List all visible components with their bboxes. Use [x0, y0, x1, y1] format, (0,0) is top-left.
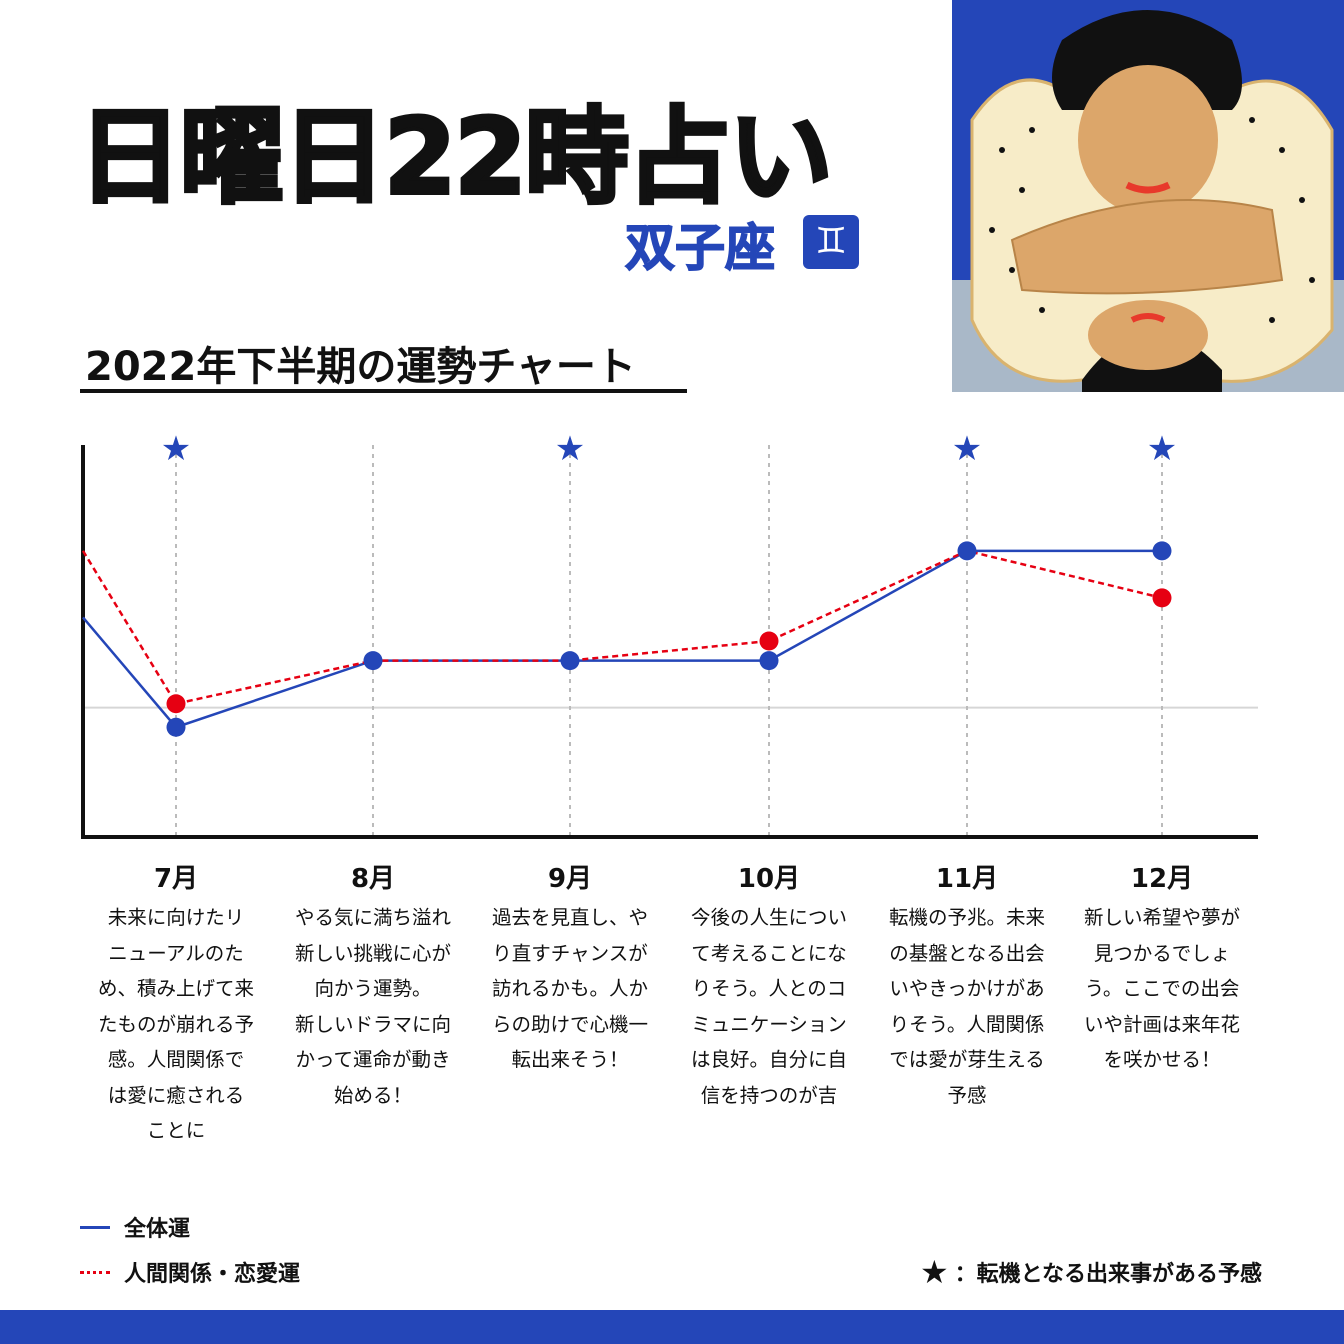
data-point-overall	[363, 651, 383, 671]
data-point-overall	[560, 651, 580, 671]
month-description: 過去を見直し、や り直すチャンスが 訪れるかも。人か らの助けで心機一 転出来そ…	[491, 906, 648, 1071]
legend-solid-line-icon	[80, 1225, 110, 1229]
legend-label: 全体運	[124, 1217, 191, 1242]
month-description: 未来に向けたリ ニューアルのた め、積み上げて来 たものが崩れる予 感。人間関係…	[97, 906, 254, 1142]
month-label: 7月	[153, 864, 199, 894]
series-line-0	[82, 549, 1162, 729]
star-note-text: ：転機となる出来事がある予感	[954, 1262, 1262, 1287]
data-point-overall	[759, 651, 779, 671]
section-underline	[80, 389, 687, 393]
footer-bar	[0, 1310, 1344, 1344]
zodiac-sign: 双子座	[624, 218, 776, 278]
data-point-overall	[957, 541, 977, 561]
month-label: 12月	[1130, 864, 1194, 894]
month-label: 10月	[737, 864, 801, 894]
legend-item-relationship: 人間関係・恋愛運	[80, 1256, 300, 1288]
turning-point-star-icon: ★	[952, 429, 982, 469]
illustration-woman	[952, 0, 1344, 392]
month-label: 8月	[350, 864, 396, 894]
star-icon: ★	[919, 1253, 949, 1291]
gemini-symbol-icon: ♊	[803, 215, 859, 269]
series-line-1	[81, 549, 1163, 706]
data-point-relationship	[1152, 588, 1172, 608]
page-title: 日曜日22時占い	[76, 94, 835, 220]
data-point-overall	[1152, 541, 1172, 561]
data-point-relationship	[166, 694, 186, 714]
star-note: ★ ：転機となる出来事がある予感	[920, 1253, 1262, 1291]
legend-item-overall: 全体運	[80, 1211, 190, 1243]
month-label: 11月	[935, 864, 999, 894]
legend-dashed-line-icon	[80, 1270, 110, 1274]
month-description: 今後の人生につい て考えることにな りそう。人とのコ ミュニケーション は良好。…	[690, 906, 847, 1107]
data-point-overall	[166, 717, 186, 737]
month-label: 9月	[547, 864, 593, 894]
section-title: 2022年下半期の運勢チャート	[85, 344, 636, 390]
month-description: 転機の予兆。未来 の基盤となる出会 いやきっかけがあ りそう。人間関係 では愛が…	[888, 906, 1045, 1107]
month-description: 新しい希望や夢が 見つかるでしょ う。ここでの出会 いや計画は来年花 を咲かせる…	[1083, 906, 1240, 1071]
turning-point-star-icon: ★	[1147, 429, 1177, 469]
legend-label: 人間関係・恋愛運	[124, 1262, 301, 1287]
turning-point-star-icon: ★	[555, 429, 585, 469]
month-description: やる気に満ち溢れ 新しい挑戦に心が 向かう運勢。 新しいドラマに向 かって運命が…	[294, 906, 451, 1107]
data-point-relationship	[759, 631, 779, 651]
turning-point-star-icon: ★	[161, 429, 191, 469]
